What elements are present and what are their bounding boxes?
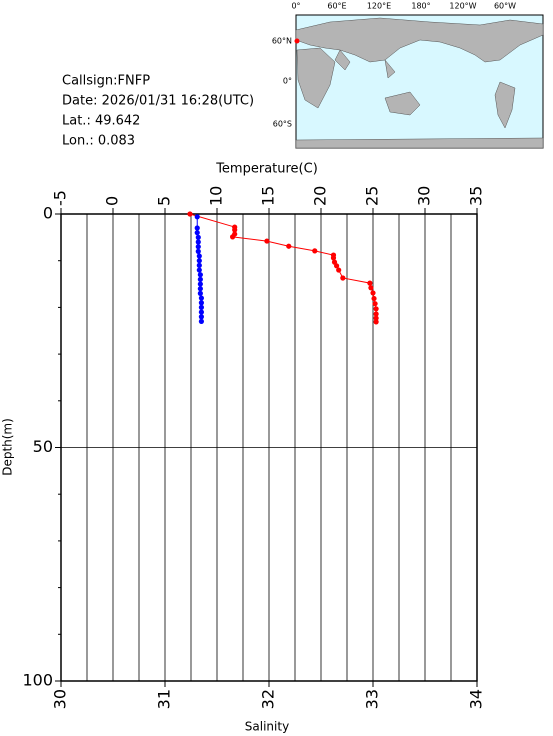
profile-point (371, 295, 377, 302)
profile-point (372, 301, 378, 307)
profile-point (230, 234, 236, 240)
map-lat-label: 60°S (273, 120, 292, 129)
profile-point (312, 248, 318, 254)
x-tick-label: 10 (207, 186, 226, 206)
x-tick-label: 35 (467, 186, 486, 206)
profile-point (330, 255, 337, 261)
x-tick-label: 5 (155, 196, 174, 206)
profile-point (194, 214, 200, 220)
profile-point (195, 234, 201, 240)
map-lat-label: 60°N (272, 37, 292, 46)
profile-point (334, 263, 340, 269)
land (334, 49, 396, 79)
profile-point (198, 309, 204, 315)
map-lon-label: 0° (291, 2, 300, 11)
land (295, 137, 544, 149)
profile-point (195, 248, 201, 254)
profile-point (197, 286, 203, 292)
x-tick-label: 0 (103, 196, 122, 206)
y-axis-title: Depth(m) (1, 418, 15, 476)
profile-point (340, 275, 346, 281)
profile-point (264, 238, 270, 244)
profile-point (286, 243, 292, 249)
profile-point (194, 230, 200, 236)
profile-point (373, 306, 379, 312)
map-lon-label: 120°W (449, 2, 476, 11)
profile-point (195, 239, 201, 245)
map-lat-label: 0° (283, 77, 292, 86)
x2-tick-label: 32 (259, 689, 278, 709)
profile-point (194, 225, 200, 231)
date: Date: 2026/01/31 16:28(UTC) (62, 94, 254, 109)
x2-tick-label: 31 (155, 689, 174, 709)
profile-point (198, 304, 204, 310)
x-tick-label: 15 (259, 186, 278, 206)
profile-point (196, 262, 202, 268)
map-lon-label: 180° (411, 2, 430, 11)
profile-point (367, 280, 373, 286)
profile-point (196, 267, 202, 273)
land (296, 47, 336, 109)
profile-point (197, 290, 203, 296)
profile-point (373, 319, 379, 325)
x-tick-label: -5 (51, 190, 70, 206)
profile-point (196, 258, 202, 264)
profile-line (189, 213, 377, 322)
x2-axis-title: Salinity (245, 720, 289, 734)
profile-point (373, 311, 379, 317)
latitude: Lat.: 49.642 (62, 114, 140, 129)
profile-point (198, 300, 204, 306)
profile-point (196, 253, 202, 259)
profile-point (187, 211, 193, 217)
x-tick-label: 30 (415, 186, 434, 206)
profile-point (370, 290, 376, 296)
profile-point (373, 315, 379, 321)
profile-point (336, 267, 342, 273)
profile-point (198, 314, 204, 320)
y-tick-label: 100 (22, 671, 53, 690)
position-marker (294, 38, 300, 44)
longitude: Lon.: 0.083 (62, 134, 135, 149)
world-map (294, 14, 544, 149)
x-tick-label: 20 (311, 186, 330, 206)
x2-tick-label: 33 (363, 689, 382, 709)
x-axis-title: Temperature(C) (215, 162, 318, 177)
profile-point (198, 318, 204, 325)
profile-point (232, 227, 238, 233)
y-tick-label: 0 (43, 204, 53, 223)
land (295, 17, 544, 63)
x2-tick-label: 34 (467, 689, 486, 709)
y-tick-label: 50 (33, 437, 53, 456)
profile-point (198, 295, 204, 301)
profile-point (197, 276, 203, 282)
land (384, 91, 421, 116)
map-lon-label: 120°E (367, 2, 391, 11)
map-lon-label: 60°W (494, 2, 516, 11)
land (494, 81, 516, 129)
x2-tick-label: 30 (51, 689, 70, 709)
x-tick-label: 25 (363, 186, 382, 206)
callsign: Callsign:FNFP (62, 74, 150, 89)
profile-point (195, 244, 201, 250)
map-lon-label: 60°E (327, 2, 346, 11)
profile-point (368, 285, 374, 291)
profile-point (197, 272, 203, 278)
profile-point (197, 281, 203, 287)
